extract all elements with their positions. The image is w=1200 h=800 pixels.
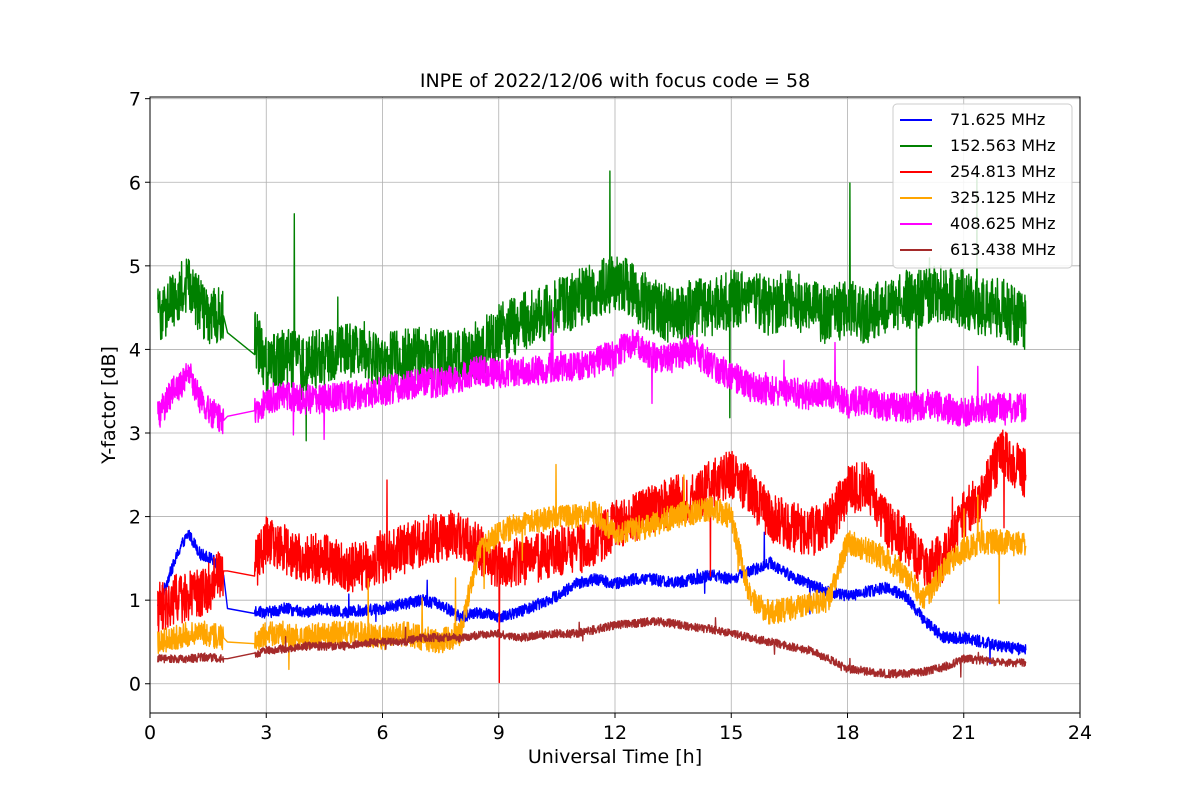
x-tick-label: 15 — [719, 722, 743, 744]
x-tick-label: 0 — [144, 722, 156, 744]
x-tick-label: 9 — [493, 722, 505, 744]
y-tick-label: 4 — [129, 339, 141, 361]
y-tick-label: 7 — [129, 89, 141, 111]
x-tick-label: 21 — [952, 722, 976, 744]
legend-label: 408.625 MHz — [950, 214, 1055, 233]
series-line-5 — [157, 617, 1027, 679]
legend-label: 152.563 MHz — [950, 136, 1055, 155]
y-tick-label: 0 — [129, 674, 141, 696]
x-tick-label: 24 — [1068, 722, 1092, 744]
legend-box — [892, 103, 1073, 269]
chart-title: INPE of 2022/12/06 with focus code = 58 — [420, 70, 810, 92]
x-tick-label: 18 — [835, 722, 859, 744]
series-line-4 — [157, 311, 1027, 441]
y-tick-label: 3 — [129, 423, 141, 445]
legend-label: 325.125 MHz — [950, 188, 1055, 207]
x-tick-label: 6 — [376, 722, 388, 744]
y-tick-label: 6 — [129, 172, 141, 194]
y-tick-label: 2 — [129, 507, 141, 529]
legend: 71.625 MHz 152.563 MHz 254.813 MHz 325.125 … — [892, 103, 1073, 269]
legend-label: 613.438 MHz — [950, 240, 1055, 259]
y-axis-label: Y-factor [dB] — [98, 346, 120, 465]
y-tick-label: 5 — [129, 256, 141, 278]
x-axis-label: Universal Time [h] — [528, 746, 702, 768]
y-tick-label: 1 — [129, 590, 141, 612]
x-tick-label: 3 — [260, 722, 272, 744]
series-lines — [157, 169, 1027, 684]
series-line-0 — [157, 529, 1027, 665]
x-tick-label: 12 — [603, 722, 627, 744]
legend-label: 254.813 MHz — [950, 162, 1055, 181]
series-line-3 — [157, 463, 1027, 671]
series-line-1 — [157, 169, 1027, 442]
legend-label: 71.625 MHz — [950, 110, 1045, 129]
